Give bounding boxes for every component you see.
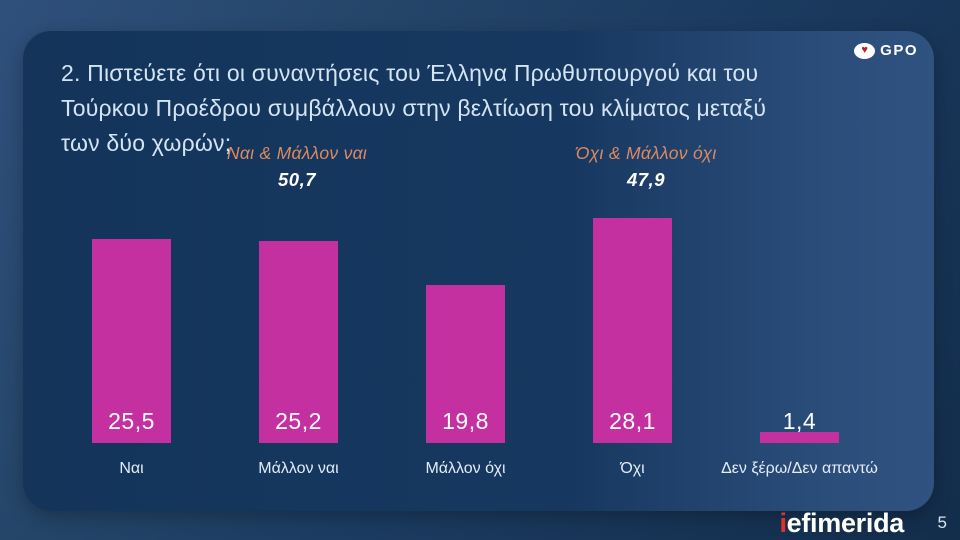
category-label-mallon-ochi: Μάλλον όχι <box>425 460 506 477</box>
bar-mallon-nai <box>259 241 338 443</box>
bar-column-den-xero: 1,4 Δεν ξέρω/Δεν απαντώ <box>721 31 878 477</box>
bar-column-mallon-nai: 25,2 Μάλλον ναι <box>258 31 339 477</box>
group-label-no: Όχι & Μάλλον όχι <box>575 143 717 163</box>
category-label-den-xero: Δεν ξέρω/Δεν απαντώ <box>721 460 878 477</box>
publisher-logo: iefimerida <box>779 508 904 539</box>
bar-ochi <box>593 218 672 443</box>
question-title-line2: Τούρκου Προέδρου συμβάλλουν στην βελτίωσ… <box>61 95 767 156</box>
category-label-ochi: Όχι <box>620 460 645 477</box>
bar-value-mallon-nai: 25,2 <box>275 408 322 434</box>
bar-nai <box>92 239 171 443</box>
bar-mallon-ochi <box>426 285 505 443</box>
group-header-yes: Ναι & Μάλλον ναι 50,7 <box>227 143 367 191</box>
bar-den-xero <box>760 432 839 443</box>
gpo-logo-text: GPO <box>880 42 918 59</box>
bar-value-nai: 25,5 <box>108 408 155 434</box>
gpo-heart-icon: ♥ <box>854 42 876 59</box>
group-value-no: 47,9 <box>626 169 665 190</box>
slide-card: 2. Πιστεύετε ότι οι συναντήσεις του Έλλη… <box>23 31 934 511</box>
publisher-logo-rest: efimerida <box>786 508 905 538</box>
category-label-mallon-nai: Μάλλον ναι <box>258 460 339 477</box>
group-value-yes: 50,7 <box>277 169 317 190</box>
category-label-nai: Ναι <box>119 460 144 477</box>
page-number: 5 <box>937 513 947 532</box>
bar-chart: 25,5 Ναι 25,2 Μάλλον ναι 19,8 Μάλλον όχι… <box>23 31 934 477</box>
question-title: 2. Πιστεύετε ότι οι συναντήσεις του Έλλη… <box>61 56 801 161</box>
question-title-line1: 2. Πιστεύετε ότι οι συναντήσεις του Έλλη… <box>61 60 759 86</box>
bar-column-ochi: 28,1 Όχι <box>593 31 672 477</box>
group-header-no: Όχι & Μάλλον όχι 47,9 <box>575 143 716 191</box>
bar-column-mallon-ochi: 19,8 Μάλλον όχι <box>425 31 506 477</box>
bar-value-ochi: 28,1 <box>609 408 656 434</box>
bar-value-den-xero: 1,4 <box>782 408 817 434</box>
bar-value-mallon-ochi: 19,8 <box>442 408 489 434</box>
group-label-yes: Ναι & Μάλλον ναι <box>226 143 368 163</box>
gpo-logo: ♥ GPO <box>854 42 918 59</box>
publisher-logo-first-letter: i <box>779 508 787 538</box>
bar-column-nai: 25,5 Ναι <box>92 31 171 477</box>
